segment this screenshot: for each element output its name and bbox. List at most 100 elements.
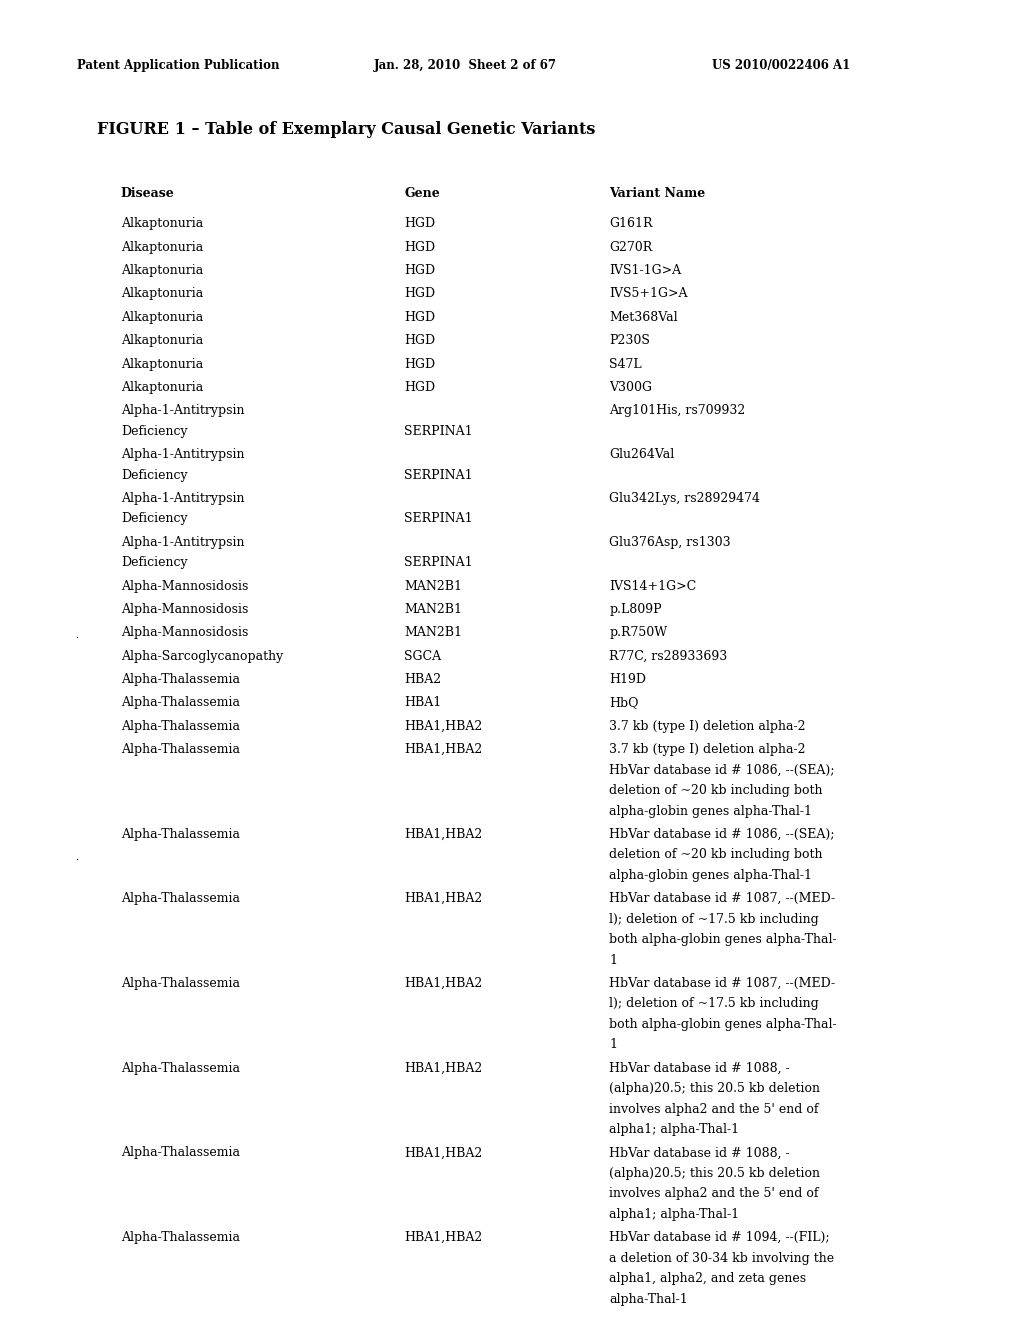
Text: MAN2B1: MAN2B1 bbox=[404, 579, 463, 593]
Text: Variant Name: Variant Name bbox=[609, 187, 706, 201]
Text: HGD: HGD bbox=[404, 218, 435, 231]
Text: HBA1,HBA2: HBA1,HBA2 bbox=[404, 1232, 482, 1245]
Text: involves alpha2 and the 5' end of: involves alpha2 and the 5' end of bbox=[609, 1102, 819, 1115]
Text: (alpha)20.5; this 20.5 kb deletion: (alpha)20.5; this 20.5 kb deletion bbox=[609, 1082, 820, 1096]
Text: SERPINA1: SERPINA1 bbox=[404, 512, 473, 525]
Text: Alpha-Thalassemia: Alpha-Thalassemia bbox=[121, 892, 240, 906]
Text: HbVar database id # 1088, -: HbVar database id # 1088, - bbox=[609, 1061, 790, 1074]
Text: Alpha-Sarcoglycanopathy: Alpha-Sarcoglycanopathy bbox=[121, 649, 283, 663]
Text: Glu264Val: Glu264Val bbox=[609, 449, 675, 461]
Text: Alpha-Thalassemia: Alpha-Thalassemia bbox=[121, 697, 240, 709]
Text: HbVar database id # 1087, --(MED-: HbVar database id # 1087, --(MED- bbox=[609, 892, 836, 906]
Text: SERPINA1: SERPINA1 bbox=[404, 425, 473, 438]
Text: Patent Application Publication: Patent Application Publication bbox=[77, 59, 280, 73]
Text: HBA1: HBA1 bbox=[404, 697, 441, 709]
Text: H19D: H19D bbox=[609, 673, 646, 686]
Text: p.L809P: p.L809P bbox=[609, 603, 662, 616]
Text: G270R: G270R bbox=[609, 240, 652, 253]
Text: alpha1; alpha-Thal-1: alpha1; alpha-Thal-1 bbox=[609, 1208, 739, 1221]
Text: Deficiency: Deficiency bbox=[121, 425, 187, 438]
Text: IVS1-1G>A: IVS1-1G>A bbox=[609, 264, 681, 277]
Text: HbVar database id # 1088, -: HbVar database id # 1088, - bbox=[609, 1147, 790, 1159]
Text: IVS5+1G>A: IVS5+1G>A bbox=[609, 288, 688, 301]
Text: both alpha-globin genes alpha-Thal-: both alpha-globin genes alpha-Thal- bbox=[609, 1018, 837, 1031]
Text: Alpha-Thalassemia: Alpha-Thalassemia bbox=[121, 1232, 240, 1245]
Text: G161R: G161R bbox=[609, 218, 652, 231]
Text: HBA1,HBA2: HBA1,HBA2 bbox=[404, 977, 482, 990]
Text: Alpha-1-Antitrypsin: Alpha-1-Antitrypsin bbox=[121, 492, 245, 506]
Text: l); deletion of ~17.5 kb including: l); deletion of ~17.5 kb including bbox=[609, 912, 819, 925]
Text: HBA1,HBA2: HBA1,HBA2 bbox=[404, 1061, 482, 1074]
Text: .: . bbox=[75, 631, 78, 640]
Text: Alpha-Thalassemia: Alpha-Thalassemia bbox=[121, 673, 240, 686]
Text: Alkaptonuria: Alkaptonuria bbox=[121, 240, 203, 253]
Text: 3.7 kb (type I) deletion alpha-2: 3.7 kb (type I) deletion alpha-2 bbox=[609, 719, 806, 733]
Text: HBA1,HBA2: HBA1,HBA2 bbox=[404, 1147, 482, 1159]
Text: HGD: HGD bbox=[404, 240, 435, 253]
Text: alpha1; alpha-Thal-1: alpha1; alpha-Thal-1 bbox=[609, 1123, 739, 1137]
Text: MAN2B1: MAN2B1 bbox=[404, 627, 463, 639]
Text: P230S: P230S bbox=[609, 334, 650, 347]
Text: Alkaptonuria: Alkaptonuria bbox=[121, 288, 203, 301]
Text: S47L: S47L bbox=[609, 358, 642, 371]
Text: (alpha)20.5; this 20.5 kb deletion: (alpha)20.5; this 20.5 kb deletion bbox=[609, 1167, 820, 1180]
Text: US 2010/0022406 A1: US 2010/0022406 A1 bbox=[712, 59, 850, 73]
Text: l); deletion of ~17.5 kb including: l); deletion of ~17.5 kb including bbox=[609, 998, 819, 1010]
Text: FIGURE 1 – Table of Exemplary Causal Genetic Variants: FIGURE 1 – Table of Exemplary Causal Gen… bbox=[97, 121, 596, 139]
Text: Alkaptonuria: Alkaptonuria bbox=[121, 218, 203, 231]
Text: HbVar database id # 1094, --(FIL);: HbVar database id # 1094, --(FIL); bbox=[609, 1232, 829, 1245]
Text: a deletion of 30-34 kb involving the: a deletion of 30-34 kb involving the bbox=[609, 1251, 835, 1265]
Text: HGD: HGD bbox=[404, 288, 435, 301]
Text: involves alpha2 and the 5' end of: involves alpha2 and the 5' end of bbox=[609, 1188, 819, 1200]
Text: Alpha-Thalassemia: Alpha-Thalassemia bbox=[121, 743, 240, 756]
Text: HGD: HGD bbox=[404, 381, 435, 393]
Text: deletion of ~20 kb including both: deletion of ~20 kb including both bbox=[609, 784, 822, 797]
Text: SGCA: SGCA bbox=[404, 649, 441, 663]
Text: SERPINA1: SERPINA1 bbox=[404, 469, 473, 482]
Text: Alkaptonuria: Alkaptonuria bbox=[121, 381, 203, 393]
Text: HBA1,HBA2: HBA1,HBA2 bbox=[404, 892, 482, 906]
Text: Alkaptonuria: Alkaptonuria bbox=[121, 358, 203, 371]
Text: Alpha-Thalassemia: Alpha-Thalassemia bbox=[121, 1147, 240, 1159]
Text: Alpha-Mannosidosis: Alpha-Mannosidosis bbox=[121, 627, 248, 639]
Text: Alpha-1-Antitrypsin: Alpha-1-Antitrypsin bbox=[121, 449, 245, 461]
Text: HBA1,HBA2: HBA1,HBA2 bbox=[404, 828, 482, 841]
Text: 1: 1 bbox=[609, 1039, 617, 1051]
Text: Alkaptonuria: Alkaptonuria bbox=[121, 334, 203, 347]
Text: Deficiency: Deficiency bbox=[121, 512, 187, 525]
Text: HbVar database id # 1086, --(SEA);: HbVar database id # 1086, --(SEA); bbox=[609, 764, 835, 776]
Text: Alpha-Thalassemia: Alpha-Thalassemia bbox=[121, 977, 240, 990]
Text: Alpha-1-Antitrypsin: Alpha-1-Antitrypsin bbox=[121, 536, 245, 549]
Text: HGD: HGD bbox=[404, 312, 435, 323]
Text: IVS14+1G>C: IVS14+1G>C bbox=[609, 579, 696, 593]
Text: HbQ: HbQ bbox=[609, 697, 639, 709]
Text: Alpha-Thalassemia: Alpha-Thalassemia bbox=[121, 719, 240, 733]
Text: alpha-globin genes alpha-Thal-1: alpha-globin genes alpha-Thal-1 bbox=[609, 869, 812, 882]
Text: 3.7 kb (type I) deletion alpha-2: 3.7 kb (type I) deletion alpha-2 bbox=[609, 743, 806, 756]
Text: Alkaptonuria: Alkaptonuria bbox=[121, 264, 203, 277]
Text: Alpha-Thalassemia: Alpha-Thalassemia bbox=[121, 828, 240, 841]
Text: Deficiency: Deficiency bbox=[121, 469, 187, 482]
Text: Alkaptonuria: Alkaptonuria bbox=[121, 312, 203, 323]
Text: HBA1,HBA2: HBA1,HBA2 bbox=[404, 719, 482, 733]
Text: Deficiency: Deficiency bbox=[121, 556, 187, 569]
Text: HBA1,HBA2: HBA1,HBA2 bbox=[404, 743, 482, 756]
Text: alpha-Thal-1: alpha-Thal-1 bbox=[609, 1292, 688, 1305]
Text: HBA2: HBA2 bbox=[404, 673, 441, 686]
Text: HGD: HGD bbox=[404, 334, 435, 347]
Text: .: . bbox=[75, 853, 78, 862]
Text: 1: 1 bbox=[609, 953, 617, 966]
Text: Met368Val: Met368Val bbox=[609, 312, 678, 323]
Text: Alpha-Mannosidosis: Alpha-Mannosidosis bbox=[121, 579, 248, 593]
Text: HbVar database id # 1086, --(SEA);: HbVar database id # 1086, --(SEA); bbox=[609, 828, 835, 841]
Text: V300G: V300G bbox=[609, 381, 652, 393]
Text: MAN2B1: MAN2B1 bbox=[404, 603, 463, 616]
Text: Glu376Asp, rs1303: Glu376Asp, rs1303 bbox=[609, 536, 731, 549]
Text: alpha1, alpha2, and zeta genes: alpha1, alpha2, and zeta genes bbox=[609, 1272, 807, 1286]
Text: R77C, rs28933693: R77C, rs28933693 bbox=[609, 649, 727, 663]
Text: alpha-globin genes alpha-Thal-1: alpha-globin genes alpha-Thal-1 bbox=[609, 805, 812, 817]
Text: p.R750W: p.R750W bbox=[609, 627, 668, 639]
Text: Glu342Lys, rs28929474: Glu342Lys, rs28929474 bbox=[609, 492, 760, 506]
Text: HGD: HGD bbox=[404, 264, 435, 277]
Text: Alpha-1-Antitrypsin: Alpha-1-Antitrypsin bbox=[121, 404, 245, 417]
